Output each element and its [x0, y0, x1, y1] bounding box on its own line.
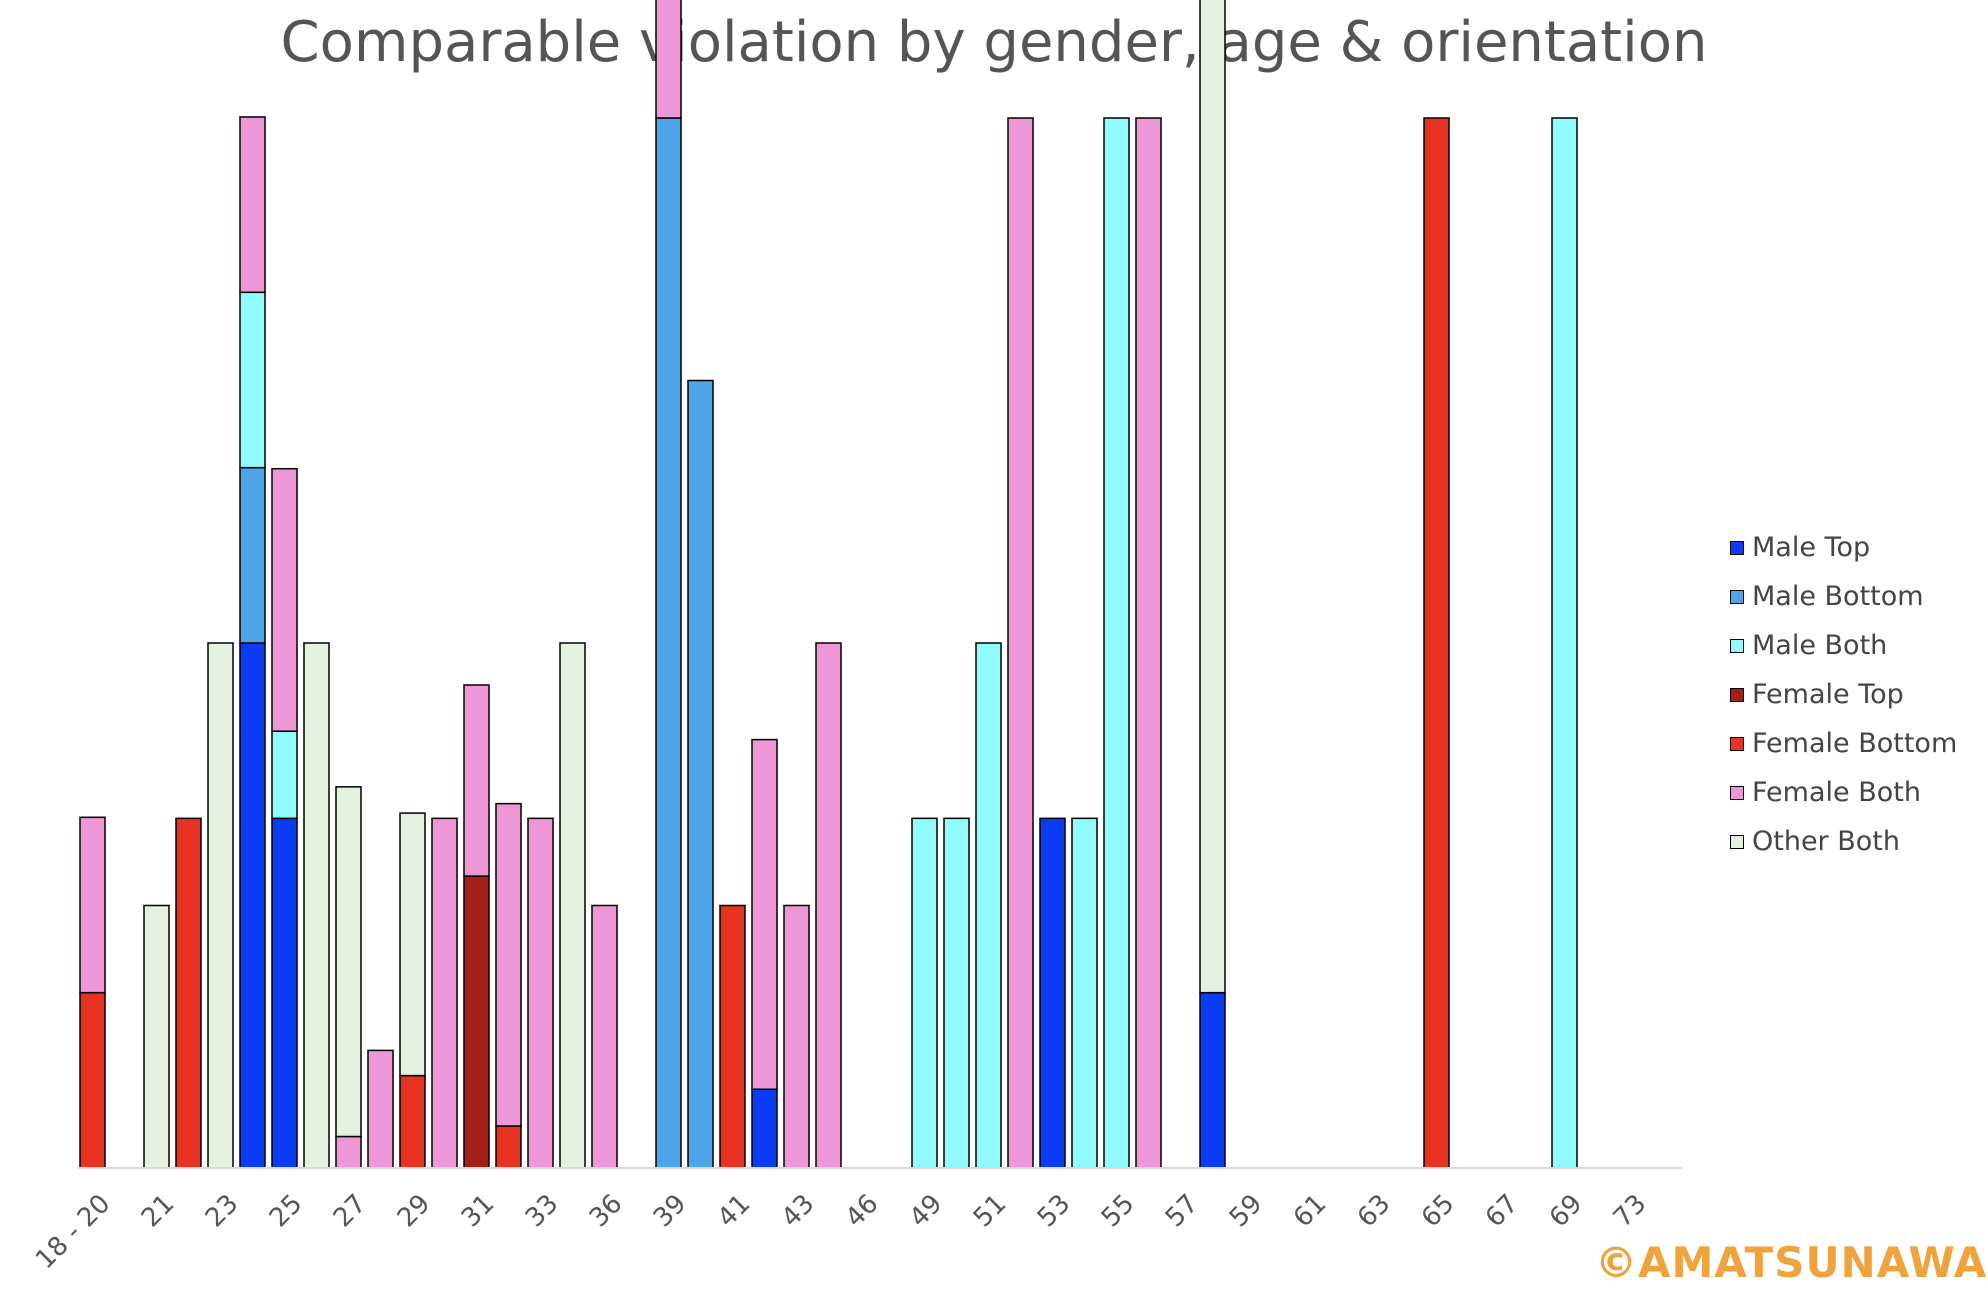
x-tick-label-11: 43	[776, 1189, 821, 1234]
x-tick-label-19: 61	[1288, 1189, 1333, 1234]
bar-segment-other-both-2	[143, 904, 170, 1169]
x-tick-label-9: 39	[648, 1189, 693, 1234]
bar-segment-female-both-29	[1007, 117, 1034, 1169]
x-tick-label-15: 53	[1032, 1189, 1077, 1234]
legend-label: Female Both	[1752, 777, 1921, 808]
bar-segment-female-both-14	[527, 817, 554, 1169]
bar-segment-female-bottom-0	[79, 991, 106, 1169]
legend-item-female-top: Female Top	[1730, 670, 1957, 719]
bar-segment-female-both-18	[655, 0, 682, 119]
bar-segment-female-both-21	[751, 738, 778, 1090]
bar-segment-female-both-6	[271, 467, 298, 732]
bar-segment-male-both-26	[911, 817, 938, 1169]
bar-segment-male-both-46	[1551, 117, 1578, 1169]
bar-segment-other-both-8	[335, 786, 362, 1138]
bar-segment-male-top-21	[751, 1088, 778, 1169]
x-tick-label-21: 65	[1416, 1189, 1461, 1234]
x-tick-label-22: 67	[1480, 1189, 1525, 1234]
bar-segment-male-both-28	[975, 642, 1002, 1169]
legend-swatch	[1730, 834, 1744, 849]
bar-segment-female-both-9	[367, 1049, 394, 1169]
bar-segment-other-both-35	[1199, 0, 1226, 994]
x-tick-label-18: 59	[1224, 1189, 1269, 1234]
x-tick-label-7: 33	[520, 1189, 565, 1234]
x-tick-label-20: 63	[1352, 1189, 1397, 1234]
bar-segment-male-top-30	[1039, 817, 1066, 1169]
bar-segment-male-top-35	[1199, 991, 1226, 1169]
bar-segment-female-both-12	[463, 684, 490, 877]
bar-segment-female-both-23	[815, 642, 842, 1169]
x-tick-label-2: 23	[200, 1189, 245, 1234]
legend-item-male-bottom: Male Bottom	[1730, 572, 1957, 621]
bars-group	[79, 0, 1578, 1169]
bar-segment-female-both-22	[783, 904, 810, 1169]
bar-segment-male-both-5	[239, 291, 266, 469]
legend-label: Other Both	[1752, 826, 1900, 857]
legend-item-male-top: Male Top	[1730, 523, 1957, 572]
bar-segment-female-bottom-42	[1423, 117, 1450, 1169]
bar-segment-female-both-13	[495, 802, 522, 1127]
legend-item-other-both: Other Both	[1730, 817, 1957, 866]
bar-segment-female-bottom-3	[175, 817, 202, 1169]
x-tick-label-0: 18 - 20	[30, 1189, 116, 1275]
bar-segment-male-both-6	[271, 730, 298, 820]
bar-segment-other-both-10	[399, 812, 426, 1077]
x-tick-label-4: 27	[328, 1189, 373, 1234]
x-tick-label-17: 57	[1160, 1189, 1205, 1234]
bar-segment-male-bottom-5	[239, 466, 266, 644]
bar-segment-male-both-27	[943, 817, 970, 1169]
bar-segment-female-both-5	[239, 116, 266, 294]
x-tick-label-13: 49	[904, 1189, 949, 1234]
bar-segment-female-both-0	[79, 816, 106, 994]
bar-segment-female-bottom-20	[719, 904, 746, 1169]
bar-segment-female-top-12	[463, 875, 490, 1169]
legend-swatch	[1730, 638, 1744, 653]
bar-segment-female-bottom-10	[399, 1074, 426, 1169]
bar-segment-female-both-11	[431, 817, 458, 1169]
x-tick-label-10: 41	[712, 1189, 757, 1234]
legend-swatch	[1730, 687, 1744, 702]
legend-label: Male Top	[1752, 532, 1871, 563]
bar-segment-male-both-32	[1103, 117, 1130, 1169]
x-tick-label-3: 25	[264, 1189, 309, 1234]
bar-segment-male-bottom-18	[655, 117, 682, 1169]
x-tick-label-6: 31	[456, 1189, 501, 1234]
legend-item-male-both: Male Both	[1730, 621, 1957, 670]
bar-segment-other-both-4	[207, 642, 234, 1169]
legend-swatch	[1730, 736, 1744, 751]
bar-segment-other-both-7	[303, 642, 330, 1169]
bar-segment-female-bottom-13	[495, 1125, 522, 1169]
legend-label: Female Bottom	[1752, 728, 1958, 759]
bar-segment-female-both-16	[591, 904, 618, 1169]
x-tick-label-1: 21	[136, 1189, 181, 1234]
legend-item-female-both: Female Both	[1730, 768, 1957, 817]
bar-segment-male-bottom-19	[687, 379, 714, 1169]
bar-segment-male-both-31	[1071, 817, 1098, 1169]
bar-segment-female-both-8	[335, 1135, 362, 1169]
legend-swatch	[1730, 589, 1744, 604]
legend-label: Male Bottom	[1752, 581, 1924, 612]
bar-segment-other-both-15	[559, 642, 586, 1169]
legend-label: Female Top	[1752, 679, 1904, 710]
x-tick-label-14: 51	[968, 1189, 1013, 1234]
legend-swatch	[1730, 785, 1744, 800]
bar-segment-female-both-33	[1135, 117, 1162, 1169]
bar-segment-male-top-5	[239, 642, 266, 1169]
x-tick-label-12: 46	[840, 1189, 885, 1234]
x-tick-label-5: 29	[392, 1189, 437, 1234]
x-tick-label-23: 69	[1544, 1189, 1589, 1234]
legend-item-female-bottom: Female Bottom	[1730, 719, 1957, 768]
x-tick-label-24: 73	[1608, 1189, 1653, 1234]
bar-segment-male-top-6	[271, 817, 298, 1169]
watermark-text: ©AMATSUNAWA	[1595, 1238, 1988, 1287]
legend: Male Top Male Bottom Male Both Female Top Fe…	[1730, 523, 1957, 866]
x-tick-label-8: 36	[584, 1189, 629, 1234]
legend-label: Male Both	[1752, 630, 1888, 661]
x-tick-label-16: 55	[1096, 1189, 1141, 1234]
legend-swatch	[1730, 540, 1744, 555]
chart-title: Comparable violation by gender, age & or…	[280, 10, 1708, 75]
x-tick-labels: 18 - 20 21 23 25 27 29 31 33 36 39 41 43 46 49 51 53 55 5…	[30, 1189, 1652, 1275]
